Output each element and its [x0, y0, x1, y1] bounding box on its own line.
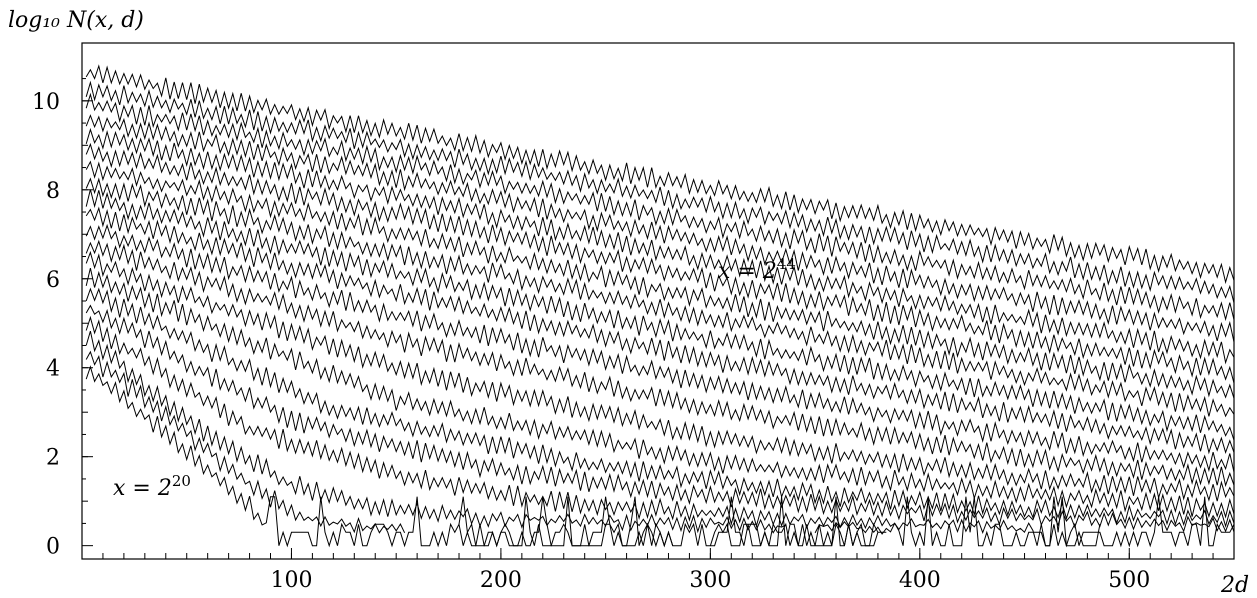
series-line [85, 350, 887, 548]
y-tick-label: 0 [46, 535, 60, 560]
series-line [85, 365, 879, 548]
series-line [85, 127, 1235, 365]
y-tick-label: 10 [32, 90, 60, 115]
y-tick-label: 8 [46, 179, 60, 204]
series-line [85, 92, 1235, 322]
series-line [85, 80, 1235, 304]
series-line [85, 177, 1235, 418]
series-layer [85, 64, 1235, 548]
x-tick-label: 100 [270, 568, 312, 593]
series-segment [85, 267, 1235, 519]
series-segment [85, 64, 1235, 285]
series-segment [709, 496, 887, 547]
series-segment [85, 114, 1235, 343]
series-line [85, 64, 1235, 285]
series-line [85, 114, 1235, 343]
series-segment [85, 223, 1235, 473]
series-segment [85, 304, 1235, 533]
series-segment [85, 350, 406, 534]
series-segment [85, 80, 1235, 304]
series-segment [85, 239, 1235, 488]
series-line [85, 189, 1235, 441]
x-tick-label: 500 [1108, 568, 1150, 593]
y-tick-label: 2 [46, 446, 60, 471]
series-line [85, 223, 1235, 473]
series-line [85, 239, 1235, 488]
series-segment [85, 315, 1235, 548]
annotation-x-2-20: x = 220 [113, 472, 191, 501]
series-segment [458, 496, 674, 548]
series-segment [85, 189, 1235, 441]
series-line [85, 206, 1235, 455]
x-ticks: 100 200 300 400 500 [270, 548, 1150, 593]
y-ticks: 0 2 4 6 8 10 [32, 90, 93, 560]
series-line [85, 287, 1235, 528]
x-tick-label: 400 [899, 568, 941, 593]
series-segment [85, 365, 879, 548]
series-segment [85, 160, 1235, 399]
annotation-x-2-44: x = 244 [718, 255, 796, 284]
series-segment [85, 127, 1235, 365]
series-segment [85, 206, 1235, 455]
series-segment [85, 250, 1235, 502]
x-axis-label: 2d [1220, 573, 1249, 598]
series-line [85, 250, 1235, 502]
series-segment [85, 142, 1235, 384]
x-tick-label: 300 [689, 568, 731, 593]
y-axis-label: log₁₀ N(x, d) [8, 8, 144, 33]
series-line [85, 330, 1101, 548]
series-line [85, 160, 1235, 399]
series-segment [814, 496, 1101, 548]
y-tick-label: 6 [46, 268, 60, 293]
series-segment [85, 92, 1235, 322]
series-segment [85, 177, 1235, 418]
series-line [85, 142, 1235, 384]
y-tick-label: 4 [46, 357, 60, 382]
series-line [85, 315, 1235, 548]
series-segment [85, 287, 1235, 528]
series-line [85, 267, 1235, 519]
x-tick-label: 200 [480, 568, 522, 593]
series-segment [85, 330, 787, 534]
series-line [85, 304, 1235, 533]
